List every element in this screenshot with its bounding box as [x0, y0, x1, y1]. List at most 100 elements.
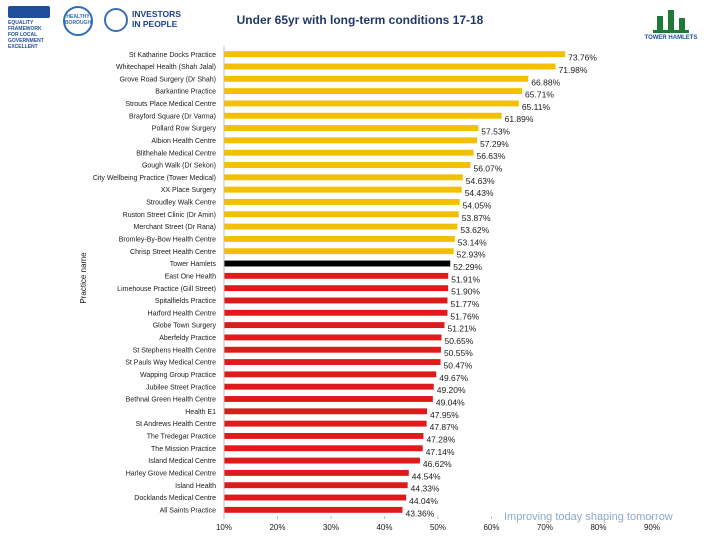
category-label: Bromley-By-Bow Health Centre: [119, 236, 216, 243]
category-label: Pollard Row Surgery: [152, 126, 217, 133]
category-label: Spitalfields Practice: [155, 298, 216, 305]
bar-group: St Katharine Docks Practice 73.76%: [129, 51, 597, 63]
value-label: 44.54%: [412, 471, 441, 481]
bar: [224, 469, 409, 476]
value-label: 57.29%: [480, 139, 509, 149]
bar-group: Ruston Street Clinic (Dr Amin) 53.87%: [123, 211, 491, 223]
category-label: Barkantine Practice: [155, 89, 216, 96]
category-label: Island Health: [175, 483, 216, 490]
category-label: Limehouse Practice (Gill Street): [117, 286, 216, 293]
value-label: 54.63%: [466, 176, 495, 186]
category-label: All Saints Practice: [160, 507, 217, 514]
value-label: 51.21%: [447, 324, 476, 334]
category-label: Harley Grove Medical Centre: [126, 470, 216, 477]
x-tick-label: 10%: [216, 523, 232, 532]
bar-series: St Katharine Docks Practice 73.76%Whitech…: [93, 51, 597, 518]
category-label: Harford Health Centre: [148, 310, 217, 317]
bar-group: Limehouse Practice (Gill Street) 51.90%: [117, 285, 480, 297]
value-label: 54.43%: [465, 188, 494, 198]
tower-hamlets-logo-text: TOWER HAMLETS: [644, 35, 698, 41]
value-label: 49.20%: [437, 385, 466, 395]
category-label: St Pauls Way Medical Centre: [125, 360, 216, 367]
bar: [224, 125, 479, 132]
equality-logo-line: GOVERNMENT: [8, 38, 44, 44]
value-label: 50.65%: [444, 336, 473, 346]
value-label: 66.88%: [531, 77, 560, 87]
value-label: 53.14%: [458, 237, 487, 247]
investors-in-people-logo: INVESTORS IN PEOPLE: [104, 6, 188, 36]
bar: [224, 51, 566, 58]
x-tick-label: 40%: [376, 523, 392, 532]
category-label: Aberfeldy Practice: [159, 335, 216, 342]
bar: [224, 137, 477, 144]
equality-logo-line: FOR LOCAL: [8, 32, 38, 38]
bar-group: Grove Road Surgery (Dr Shah) 66.88%: [120, 75, 561, 87]
bar: [224, 198, 460, 205]
bar: [224, 494, 407, 501]
bar-group: The Mission Practice 47.14%: [151, 445, 455, 457]
bar-group: Globe Town Surgery 51.21%: [153, 322, 477, 334]
category-label: XX Place Surgery: [161, 187, 217, 194]
category-label: Chrisp Street Health Centre: [130, 249, 216, 256]
bar-group: Health E1 47.95%: [185, 408, 459, 420]
category-label: Bethnal Green Health Centre: [126, 397, 216, 404]
bar-group: City Wellbeing Practice (Tower Medical) 5…: [93, 174, 495, 186]
x-tick-label: 30%: [323, 523, 339, 532]
bar: [224, 112, 502, 119]
category-label: East One Health: [165, 273, 216, 280]
value-label: 44.04%: [409, 496, 438, 506]
value-label: 52.93%: [457, 250, 486, 260]
value-label: 43.36%: [405, 508, 434, 518]
category-label: St Stephens Health Centre: [133, 347, 216, 354]
value-label: 57.53%: [481, 127, 510, 137]
bar-group: Tower Hamlets 52.29%: [170, 260, 483, 272]
x-tick-label: 60%: [483, 523, 499, 532]
category-label: Strouts Place Medical Centre: [125, 101, 216, 108]
bar: [224, 396, 433, 402]
bar: [224, 309, 448, 316]
bar: [224, 334, 442, 341]
bar-group: Island Medical Centre 46.62%: [148, 457, 452, 469]
category-label: Health E1: [185, 409, 216, 416]
bar: [224, 457, 420, 464]
bar: [224, 100, 519, 107]
bar: [224, 322, 445, 329]
value-label: 51.91%: [451, 274, 480, 284]
value-label: 44.33%: [411, 484, 440, 494]
bar: [224, 506, 403, 513]
bar: [224, 445, 423, 452]
value-label: 56.07%: [473, 164, 502, 174]
bar: [224, 408, 428, 415]
bar-group: Harley Grove Medical Centre 44.54%: [126, 469, 441, 481]
equality-logo-text: EQUALITY FRAMEWORK FOR LOCAL GOVERNMENT …: [8, 20, 54, 50]
bar-group: Blithehale Medical Centre 56.63%: [136, 149, 506, 161]
equality-mark-icon: [8, 6, 50, 18]
value-label: 47.14%: [426, 447, 455, 457]
x-tick-label: 90%: [644, 523, 660, 532]
bar: [224, 359, 441, 366]
value-label: 53.87%: [462, 213, 491, 223]
bar: [224, 223, 458, 230]
category-label: The Tredegar Practice: [147, 434, 216, 441]
bar: [224, 75, 529, 82]
category-label: Globe Town Surgery: [153, 323, 217, 330]
category-label: St Katharine Docks Practice: [129, 52, 216, 59]
x-tick-label: 50%: [430, 523, 446, 532]
bar-group: Island Health 44.33%: [175, 482, 440, 494]
category-label: Merchant Street (Dr Rana): [134, 224, 216, 231]
bar-group: Albion Health Centre 57.29%: [151, 137, 509, 149]
category-label: Jubilee Street Practice: [146, 384, 216, 391]
chart-title: Under 65yr with long-term conditions 17-…: [236, 13, 484, 27]
bar: [224, 482, 408, 489]
bar: [224, 260, 451, 267]
bar-group: Spitalfields Practice 51.77%: [155, 297, 480, 309]
category-label: St Andrews Health Centre: [135, 421, 216, 428]
category-label: Wapping Group Practice: [140, 372, 216, 379]
value-label: 50.55%: [444, 348, 473, 358]
healthy-borough-logo: HEALTHY BOROUGH: [58, 6, 98, 40]
value-label: 56.63%: [476, 151, 505, 161]
bar: [224, 371, 437, 378]
bar-group: Merchant Street (Dr Rana) 53.62%: [134, 223, 490, 235]
bar-group: East One Health 51.91%: [165, 272, 480, 284]
category-label: The Mission Practice: [151, 446, 216, 453]
